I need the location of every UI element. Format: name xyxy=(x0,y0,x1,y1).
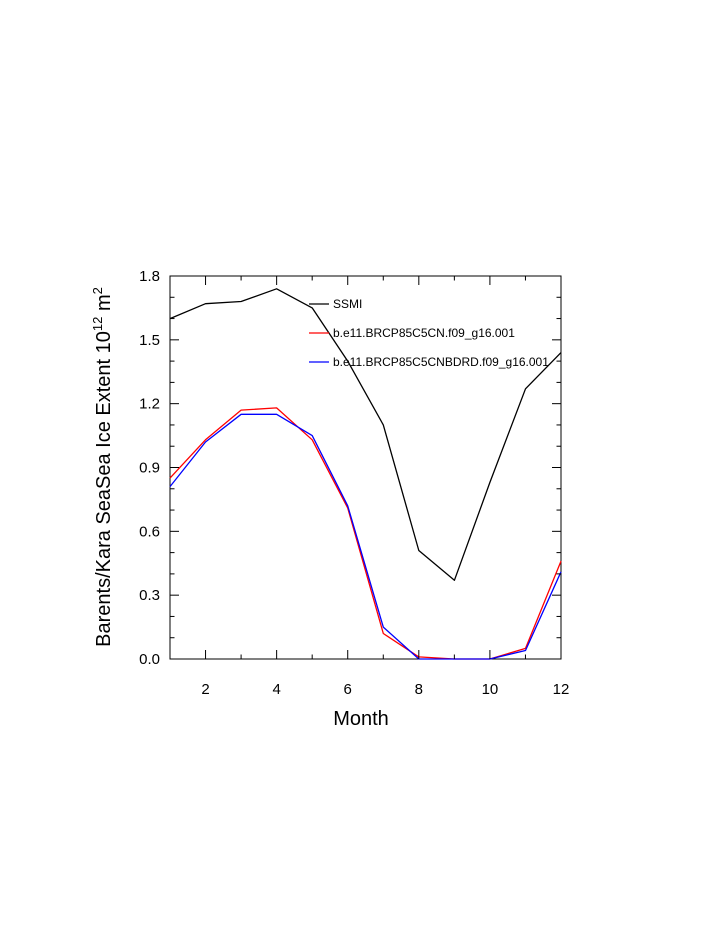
y-tick-label: 0.3 xyxy=(139,587,160,604)
series-line-1 xyxy=(169,407,562,660)
tick-layer: 2 4 6 8 10 12 0.0 0.3 0.6 0.9 1.2 1.5 1.8 xyxy=(139,268,569,698)
series-line-2 xyxy=(169,413,562,660)
y-tick-label: 0.0 xyxy=(139,651,160,668)
x-tick-label: 6 xyxy=(344,681,352,698)
legend-label-2: b.e11.BRCP85C5CNBDRD.f09_g16.001 xyxy=(333,355,549,369)
legend: SSMI b.e11.BRCP85C5CN.f09_g16.001 b.e11.BR… xyxy=(309,297,549,369)
y-tick-label: 1.2 xyxy=(139,396,160,413)
x-tick-label: 4 xyxy=(272,681,280,698)
y-axis-title-main: Barents/Kara SeaSea Ice Extent 10 xyxy=(93,331,115,647)
y-tick-label: 0.6 xyxy=(139,523,160,540)
x-tick-label: 8 xyxy=(415,681,423,698)
x-axis-title: Month xyxy=(333,708,389,730)
y-tick-label: 1.5 xyxy=(139,332,160,349)
series-layer xyxy=(169,288,562,660)
legend-label-1: b.e11.BRCP85C5CN.f09_g16.001 xyxy=(333,326,515,340)
x-tick-label: 10 xyxy=(482,681,499,698)
y-axis-title-unit-exp: 2 xyxy=(90,287,105,294)
y-axis-title-unit: m xyxy=(93,294,115,316)
y-axis-title-exp: 12 xyxy=(90,317,105,331)
y-axis-title: Barents/Kara SeaSea Ice Extent 1012 m2 xyxy=(90,287,115,647)
y-tick-label: 1.8 xyxy=(139,268,160,285)
x-tick-label: 2 xyxy=(201,681,209,698)
series-line-0 xyxy=(169,288,562,581)
legend-label-0: SSMI xyxy=(333,297,362,311)
y-tick-label: 0.9 xyxy=(139,460,160,477)
x-tick-label: 12 xyxy=(553,681,570,698)
